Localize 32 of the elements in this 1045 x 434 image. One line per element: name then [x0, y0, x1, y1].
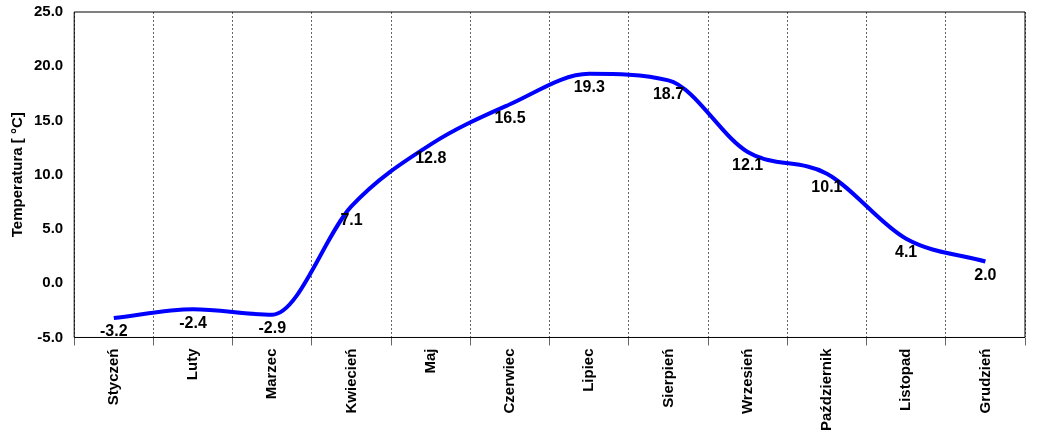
- x-tick-label: Sierpień: [658, 348, 676, 408]
- data-label: 19.3: [573, 78, 605, 96]
- x-tick-label: Kwiecień: [341, 348, 359, 414]
- data-label: 18.7: [652, 84, 685, 102]
- y-tick-label: 25.0: [33, 2, 64, 20]
- x-tick-label: Maj: [420, 348, 438, 374]
- data-label: 7.1: [340, 210, 363, 228]
- data-label: 2.0: [974, 265, 997, 283]
- data-label: -2.9: [258, 319, 287, 337]
- data-label: 12.1: [732, 156, 764, 174]
- x-tick-label: Wrzesień: [737, 348, 755, 415]
- x-tick-label: Luty: [183, 347, 201, 381]
- x-tick-label: Czerwiec: [500, 348, 518, 414]
- x-tick-label: Lipiec: [579, 348, 597, 392]
- y-tick-label: 15.0: [33, 110, 64, 128]
- x-tick-label: Marzec: [262, 348, 280, 400]
- data-label: 12.8: [415, 148, 447, 166]
- y-tick-label: -5.0: [37, 327, 64, 345]
- x-tick-label: Grudzień: [975, 348, 993, 414]
- y-tick-label: 5.0: [42, 219, 64, 237]
- data-label: 16.5: [494, 108, 526, 126]
- y-tick-label: 20.0: [33, 56, 64, 74]
- data-label: -2.4: [179, 313, 207, 331]
- y-axis-title: Temperatura [ °C]: [8, 112, 26, 238]
- x-tick-label: Październik: [817, 347, 835, 431]
- data-label: 4.1: [895, 243, 918, 261]
- data-label: 10.1: [811, 178, 843, 196]
- x-tick-label: Listopad: [896, 348, 914, 411]
- y-tick-label: 0.0: [42, 273, 64, 291]
- y-tick-label: 10.0: [33, 164, 64, 182]
- data-label: -3.2: [100, 322, 128, 340]
- x-tick-label: Styczeń: [103, 348, 121, 406]
